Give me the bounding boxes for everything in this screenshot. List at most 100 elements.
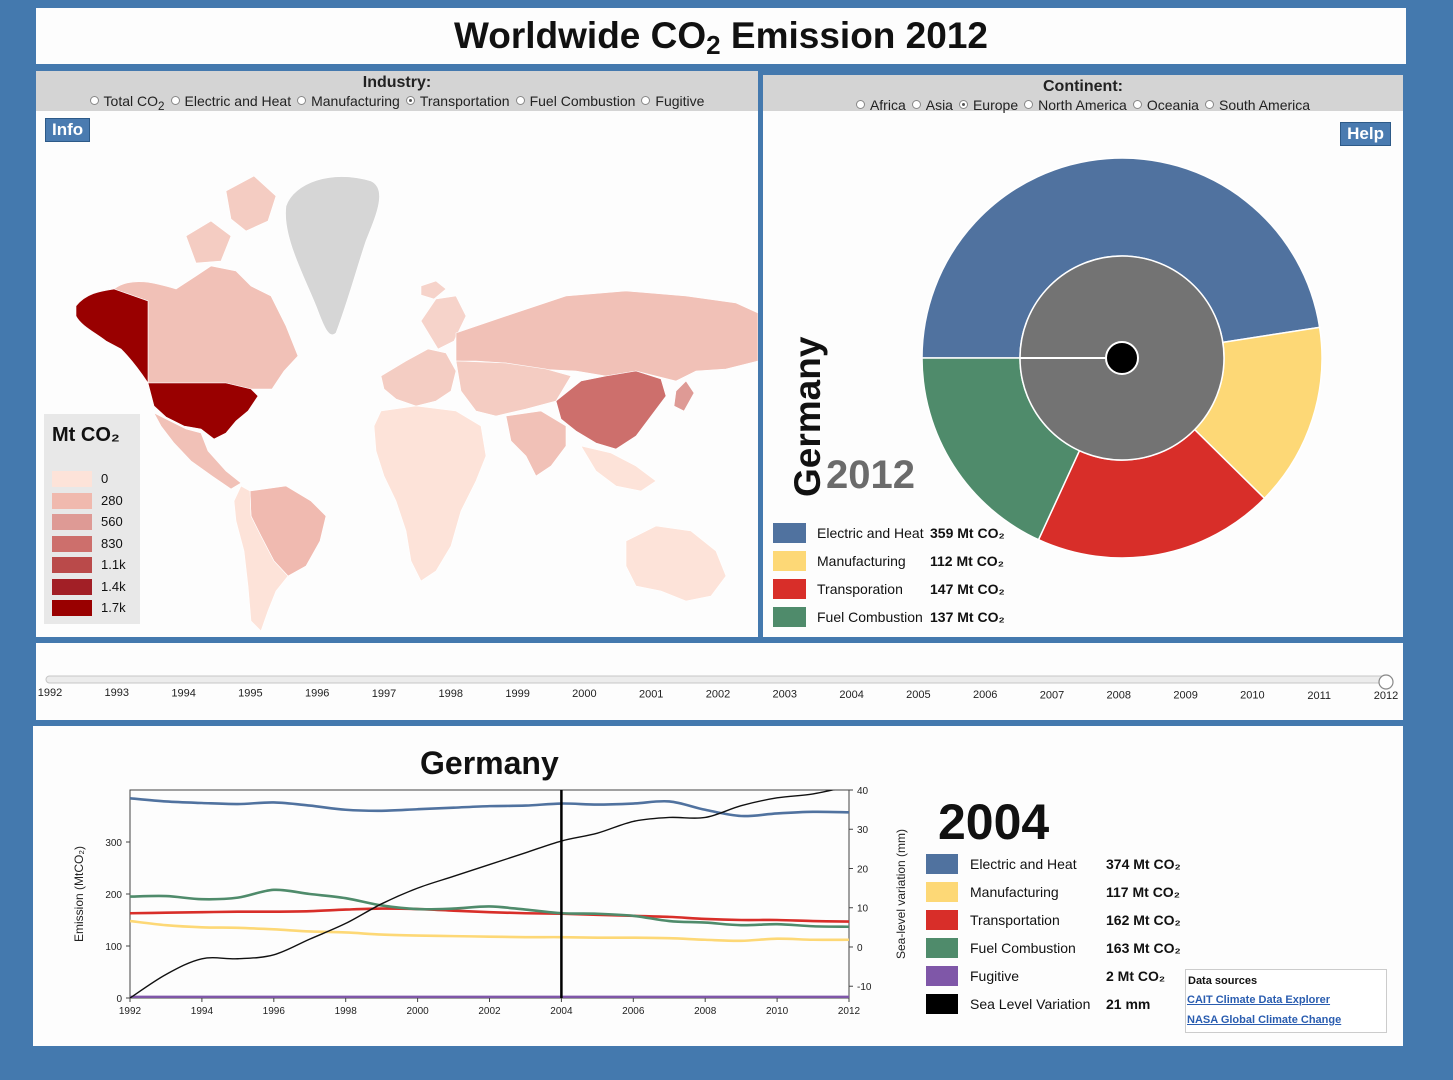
slider-tick-label: 2009 xyxy=(1173,690,1197,702)
continent-radio[interactable] xyxy=(1132,100,1142,109)
map-country-australia[interactable] xyxy=(625,525,727,602)
continent-option-label: Africa xyxy=(869,97,906,113)
industry-option[interactable]: Total CO2 xyxy=(89,91,165,117)
slider-tick-label: 1995 xyxy=(238,687,262,699)
industry-radio[interactable] xyxy=(297,96,307,105)
slider-tick-label: 2007 xyxy=(1040,689,1064,701)
continent-option[interactable]: Asia xyxy=(911,95,953,115)
map-region-africa[interactable] xyxy=(373,405,487,582)
line-legend-value: 162 Mt CO₂ xyxy=(1106,912,1181,928)
line-chart-title: Germany xyxy=(420,745,559,781)
continent-option[interactable]: Oceania xyxy=(1132,95,1199,115)
industry-option-label: Electric and Heat xyxy=(184,93,292,109)
map-legend-label: 830 xyxy=(101,535,123,551)
map-country-china[interactable] xyxy=(555,370,667,450)
industry-option[interactable]: Electric and Heat xyxy=(170,91,292,111)
line-chart: 1992 1994 1996 1998 2000 2002 2004 2006 2008 2010… xyxy=(72,786,908,1017)
line-legend-swatch xyxy=(926,938,958,958)
line-legend-value: 163 Mt CO₂ xyxy=(1106,940,1181,956)
slider-tick-label: 1997 xyxy=(372,688,396,700)
slider-tick-label: 1999 xyxy=(505,688,529,700)
map-legend-label: 0 xyxy=(101,471,109,486)
pie-country-label: Germany xyxy=(787,336,828,497)
title-bar: Worldwide CO2 Emission 2012 xyxy=(36,8,1406,64)
continent-option[interactable]: Africa xyxy=(855,95,906,115)
continent-radio[interactable] xyxy=(911,100,921,109)
slider-handle[interactable] xyxy=(1378,674,1394,690)
x-tick-label: 2008 xyxy=(694,1006,717,1017)
slider-tick-label: 1998 xyxy=(439,688,463,700)
industry-radio[interactable] xyxy=(641,96,651,105)
industry-option[interactable]: Manufacturing xyxy=(297,91,400,111)
series-line[interactable] xyxy=(130,919,849,943)
industry-radio[interactable] xyxy=(515,96,525,105)
map-region-south-america[interactable] xyxy=(233,485,289,632)
map-country-canada-islands[interactable] xyxy=(225,175,277,232)
industry-option[interactable]: Fugitive xyxy=(641,91,704,111)
industry-option[interactable]: Transportation xyxy=(405,91,510,111)
map-legend-swatch xyxy=(52,557,92,573)
pie-slice[interactable] xyxy=(921,357,1081,541)
y2-tick-label: 20 xyxy=(857,864,869,875)
cait-link[interactable]: CAIT Climate Data Explorer xyxy=(1187,994,1331,1006)
map-legend-swatch xyxy=(52,514,92,530)
continent-radio[interactable] xyxy=(1204,100,1214,109)
y-tick-label: 0 xyxy=(116,994,122,1005)
slider-track[interactable] xyxy=(45,675,1387,684)
map-country-canada[interactable] xyxy=(113,265,299,390)
map-country-alaska[interactable] xyxy=(75,288,149,384)
line-legend-name: Fugitive xyxy=(970,968,1020,984)
line-legend-name: Transportation xyxy=(970,912,1060,928)
map-region-scandinavia[interactable] xyxy=(420,295,467,350)
line-legend-swatch xyxy=(926,882,958,902)
map-country-japan[interactable] xyxy=(673,380,695,412)
series-line[interactable] xyxy=(130,888,849,929)
continent-radio[interactable] xyxy=(1024,100,1034,109)
industry-radio[interactable] xyxy=(89,96,99,105)
pie-center-dot[interactable] xyxy=(1105,341,1139,375)
industry-radio[interactable] xyxy=(170,96,180,105)
map-region-europe[interactable] xyxy=(380,348,457,407)
industry-radio[interactable] xyxy=(405,96,415,105)
x-tick-label: 2006 xyxy=(622,1006,645,1017)
pie-slice[interactable] xyxy=(921,157,1321,359)
pie-country-name: Germany xyxy=(787,336,828,497)
info-button[interactable]: Info xyxy=(45,118,91,142)
continent-option[interactable]: Europe xyxy=(958,95,1019,115)
continent-radio[interactable] xyxy=(855,100,865,109)
map-region-south-asia[interactable] xyxy=(505,410,567,477)
slider-tick-label: 2011 xyxy=(1307,690,1331,702)
help-button[interactable]: Help xyxy=(1340,122,1391,146)
line-legend-swatch xyxy=(926,910,958,930)
series-line[interactable] xyxy=(130,907,849,923)
continent-radio[interactable] xyxy=(958,100,968,109)
nasa-link[interactable]: NASA Global Climate Change xyxy=(1187,1014,1342,1026)
line-legend-value: 21 mm xyxy=(1106,996,1151,1012)
year-slider[interactable]: 1992 1993 1994 1995 1996 1997 1998 1999 2000 2001… xyxy=(36,643,1403,720)
x-tick-label: 2002 xyxy=(478,1006,501,1017)
continent-option[interactable]: North America xyxy=(1024,95,1127,115)
continent-option[interactable]: South America xyxy=(1204,95,1310,115)
industry-option[interactable]: Fuel Combustion xyxy=(515,91,635,111)
slider-tick-label: 2005 xyxy=(906,689,930,701)
series-line[interactable] xyxy=(130,797,849,818)
map-country-usa[interactable] xyxy=(147,382,259,440)
line-chart-panel: Germany 1992 1994 1996 1998 2000 2002 2004 2006… xyxy=(33,726,1403,1046)
pie-slice[interactable] xyxy=(1037,428,1266,559)
continent-option-label: Europe xyxy=(972,97,1019,113)
pie-legend-name: Transporation xyxy=(817,581,903,597)
map-country-canada-islands[interactable] xyxy=(185,220,232,264)
map-country-iceland[interactable] xyxy=(420,280,447,300)
y2-tick-label: 30 xyxy=(857,825,869,836)
data-sources-title: Data sources xyxy=(1188,975,1258,987)
industry-option-label: Transportation xyxy=(419,93,510,109)
series-line[interactable] xyxy=(130,786,849,998)
map-country-mexico[interactable] xyxy=(153,412,242,490)
industry-option-sub: 2 xyxy=(158,99,165,113)
map-region-central-asia[interactable] xyxy=(455,360,572,417)
map-region-southeast-asia[interactable] xyxy=(580,445,657,492)
map-country-greenland[interactable] xyxy=(285,176,380,336)
pie-slice[interactable] xyxy=(1193,326,1323,500)
x-tick-label: 1992 xyxy=(119,1006,142,1017)
map-legend-swatch xyxy=(52,492,92,509)
